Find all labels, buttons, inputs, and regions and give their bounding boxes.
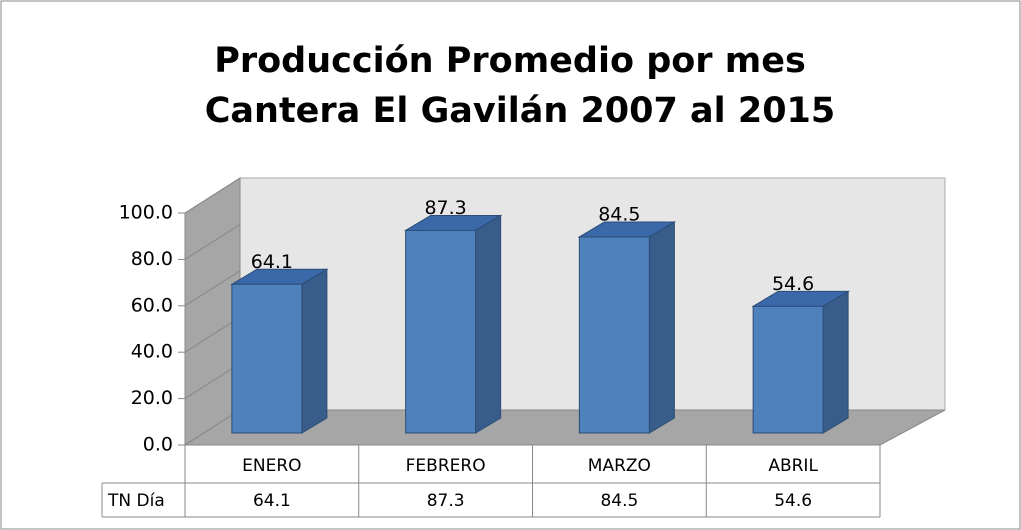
grid-line [184, 223, 241, 260]
chart-title: Cantera El Gavilán 2007 al 2015 [205, 91, 836, 131]
y-tick-label: 20.0 [131, 387, 173, 409]
data-label: 84.5 [598, 203, 640, 225]
data-label: 87.3 [424, 197, 466, 219]
y-tick-label: 60.0 [131, 294, 173, 316]
table-value: 64.1 [253, 491, 291, 511]
bar-side [475, 214, 502, 434]
bar [752, 305, 824, 434]
y-tick-label: 100.0 [119, 202, 173, 224]
legend-label: TN Día [107, 491, 165, 511]
grid-line [184, 363, 241, 400]
bar-side [301, 268, 328, 434]
table-value: 84.5 [600, 491, 638, 511]
x-tick-label: ABRIL [768, 456, 818, 476]
data-label: 54.6 [772, 273, 814, 295]
bar [578, 236, 650, 434]
bar-side [822, 290, 849, 434]
grid-line [184, 316, 241, 353]
grid-line [184, 409, 241, 446]
table-value: 54.6 [774, 491, 812, 511]
y-tick-label: 80.0 [131, 248, 173, 270]
bar [405, 229, 477, 434]
x-tick-label: FEBRERO [406, 456, 486, 476]
grid-line [184, 270, 241, 307]
x-tick-label: ENERO [242, 456, 301, 476]
x-tick-label: MARZO [588, 456, 651, 476]
y-tick-label: 0.0 [143, 434, 173, 456]
y-tick-label: 40.0 [131, 341, 173, 363]
data-label: 64.1 [251, 251, 293, 273]
table-value: 87.3 [427, 491, 465, 511]
bar [231, 283, 303, 434]
chart-title: Producción Promedio por mes [214, 41, 806, 81]
grid-line [184, 177, 241, 214]
bar-side [648, 221, 675, 434]
